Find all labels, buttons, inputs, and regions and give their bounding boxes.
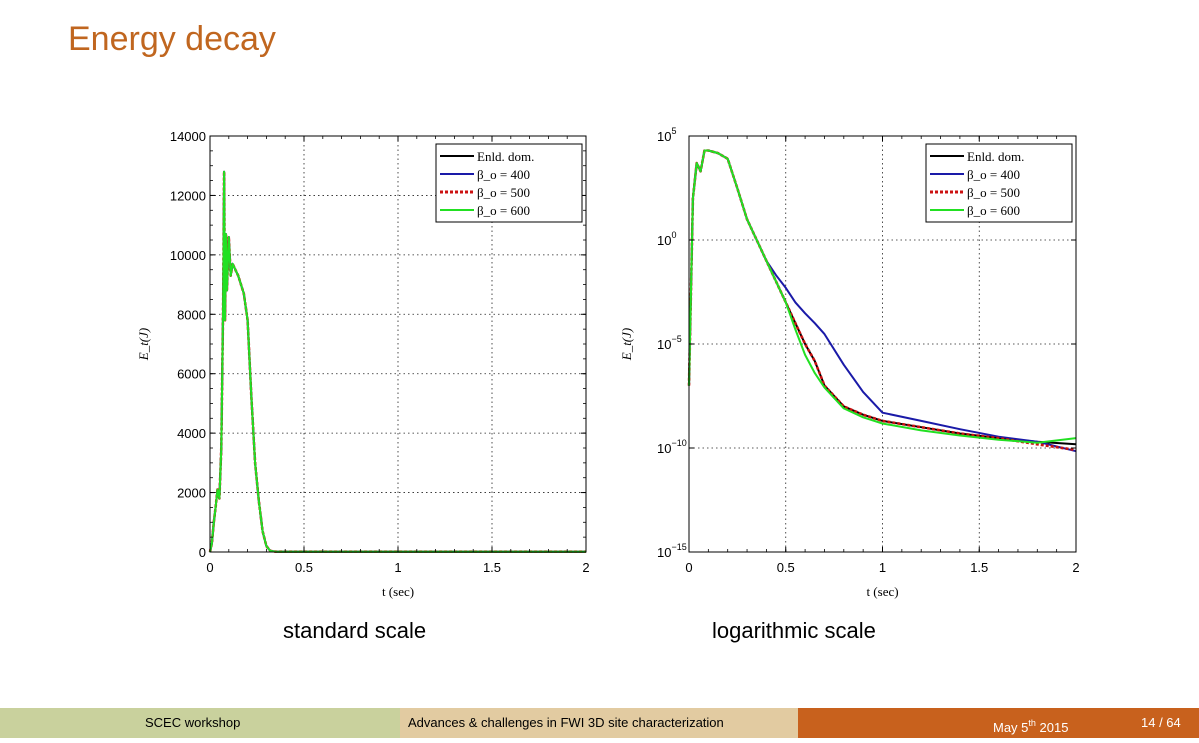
x-tick-label: 1 xyxy=(394,560,401,575)
y-tick-label: 105 xyxy=(657,126,676,144)
legend-label-2: β_o = 500 xyxy=(477,185,530,200)
series-line-3 xyxy=(209,170,586,553)
legend-label-3: β_o = 600 xyxy=(967,203,1020,218)
y-tick-label: 2000 xyxy=(177,486,206,501)
x-tick-label: 2 xyxy=(1072,560,1079,575)
legend-label-1: β_o = 400 xyxy=(967,167,1020,182)
x-tick-label: 1.5 xyxy=(483,560,501,575)
axes: 0 0.5 1 1.5 2 10−15 10−10 10−5 100 105 xyxy=(657,126,1080,575)
x-tick-label: 0.5 xyxy=(777,560,795,575)
y-tick-label: 100 xyxy=(657,230,676,248)
y-tick-label: 12000 xyxy=(170,188,206,203)
x-tick-label: 0.5 xyxy=(295,560,313,575)
legend-label-0: Enld. dom. xyxy=(967,149,1024,164)
y-tick-label: 10−15 xyxy=(657,542,687,560)
legend-label-0: Enld. dom. xyxy=(477,149,534,164)
footer-date: May 5th 2015 xyxy=(993,718,1069,735)
y-tick-label: 6000 xyxy=(177,367,206,382)
legend-label-2: β_o = 500 xyxy=(967,185,1020,200)
series-line-3 xyxy=(688,149,1077,444)
footer-event: SCEC workshop xyxy=(145,715,241,730)
legend: Enld. dom. β_o = 400 β_o = 500 β_o = 600 xyxy=(925,143,1073,223)
x-axis-label: t (sec) xyxy=(382,584,414,599)
footer-bar: SCEC workshop Advances & challenges in F… xyxy=(0,708,1199,738)
y-tick-label: 10−5 xyxy=(657,334,682,352)
series-lines xyxy=(208,170,586,554)
legend: Enld. dom. β_o = 400 β_o = 500 β_o = 600 xyxy=(435,143,583,223)
footer-left: SCEC workshop xyxy=(0,708,400,738)
x-tick-label: 1 xyxy=(879,560,886,575)
x-tick-label: 1.5 xyxy=(970,560,988,575)
footer-right: May 5th 2015 14 / 64 xyxy=(798,708,1199,738)
y-tick-label: 10−10 xyxy=(657,438,687,456)
y-axis-label: E_t(J) xyxy=(136,328,151,361)
grid xyxy=(210,136,586,552)
y-tick-label: 0 xyxy=(199,545,206,560)
y-tick-label: 4000 xyxy=(177,426,206,441)
caption-logarithmic-scale: logarithmic scale xyxy=(712,618,876,643)
footer-talk-title: Advances & challenges in FWI 3D site cha… xyxy=(408,715,724,730)
axes: 0 0.5 1 1.5 2 0 2000 4000 6000 8000 10000 12000 1400… xyxy=(170,129,590,575)
y-tick-label: 8000 xyxy=(177,307,206,322)
slide-title: Energy decay xyxy=(68,20,276,58)
footer-page-number: 14 / 64 xyxy=(1141,715,1181,730)
caption-standard-scale: standard scale xyxy=(283,618,427,643)
x-axis-label: t (sec) xyxy=(866,584,898,599)
x-tick-label: 0 xyxy=(685,560,692,575)
footer-center: Advances & challenges in FWI 3D site cha… xyxy=(400,708,798,738)
y-tick-label: 10000 xyxy=(170,248,206,263)
y-axis-label: E_t(J) xyxy=(619,328,634,361)
y-tick-label: 14000 xyxy=(170,129,206,144)
series-lines xyxy=(687,149,1077,453)
grid xyxy=(689,136,1076,552)
legend-label-1: β_o = 400 xyxy=(477,167,530,182)
x-tick-label: 0 xyxy=(206,560,213,575)
x-tick-label: 2 xyxy=(582,560,589,575)
legend-label-3: β_o = 600 xyxy=(477,203,530,218)
